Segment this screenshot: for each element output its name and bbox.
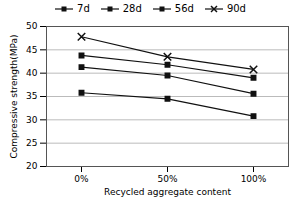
- svg-text:50%: 50%: [157, 174, 177, 184]
- svg-text:45: 45: [26, 45, 37, 55]
- html-text:28d: 28d: [122, 3, 142, 14]
- html-text:56d: 56d: [174, 3, 194, 14]
- svg-text:30: 30: [26, 115, 38, 125]
- svg-text:20: 20: [26, 161, 38, 171]
- html-text:7d: 7d: [77, 3, 90, 14]
- svg-text:50: 50: [26, 21, 38, 31]
- svg-text:40: 40: [26, 68, 38, 78]
- svg-text:25: 25: [26, 138, 37, 148]
- html-text:90d: 90d: [226, 3, 246, 14]
- svg-text:Recycled aggregate content: Recycled aggregate content: [104, 187, 231, 197]
- svg-text:0%: 0%: [74, 174, 89, 184]
- svg-text:35: 35: [26, 91, 37, 101]
- svg-text:100%: 100%: [241, 174, 267, 184]
- svg-text:Compressive strength(MPa): Compressive strength(MPa): [9, 34, 19, 158]
